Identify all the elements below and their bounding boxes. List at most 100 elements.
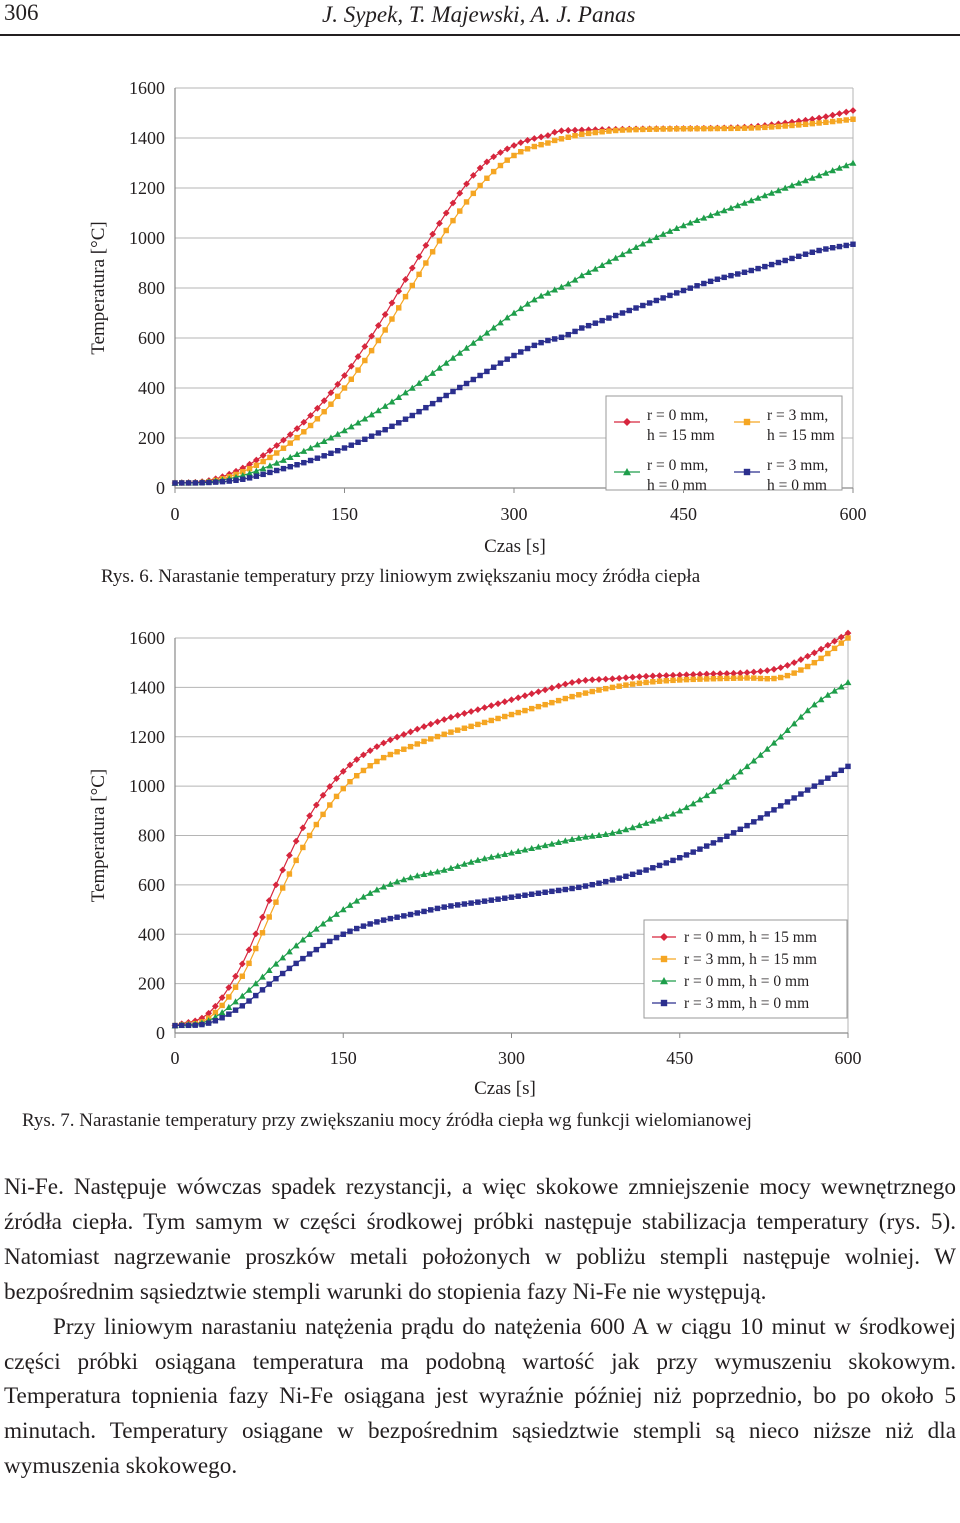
data-point [253,473,260,479]
data-point [487,702,495,710]
data-point [468,900,474,906]
data-point [368,433,375,439]
data-point [292,942,300,949]
data-point [474,706,482,713]
data-point [454,862,462,869]
data-point [415,253,423,261]
data-point [551,286,559,293]
data-point [494,700,502,708]
data-point [750,757,758,764]
data-point [696,670,704,678]
data-point [623,682,629,688]
data-point [434,733,441,740]
data-point [367,763,373,769]
data-point [386,736,394,744]
data-point [535,890,542,896]
data-point [355,439,361,446]
data-point [723,670,731,677]
data-point [333,934,340,941]
data-point [427,869,435,876]
data-point [293,857,299,864]
data-point [693,216,701,224]
data-point [402,293,409,300]
data-point [320,437,328,445]
data-point [179,1022,185,1029]
data-point [754,194,762,201]
data-point [804,663,811,670]
data-point [429,230,437,238]
data-point [260,471,266,478]
data-point [646,237,653,244]
data-point [636,680,643,686]
data-point [575,677,583,685]
data-point [836,243,843,250]
data-point [353,756,361,763]
data-point [495,715,501,722]
data-point [463,180,470,188]
data-point [811,659,818,666]
data-point [599,317,605,324]
data-point [757,675,764,682]
data-point [368,332,376,340]
data-point [393,733,401,741]
data-point [710,840,717,846]
data-point [626,127,632,133]
data-point [490,324,498,331]
data-point [572,328,578,335]
data-point [373,886,381,893]
data-point [267,469,273,476]
data-point [797,656,805,663]
data-point [649,817,657,824]
legend-label: h = 0 mm [647,477,707,494]
data-point [497,360,504,366]
data-point [476,334,484,341]
data-point [408,264,416,272]
data-point [259,973,266,980]
legend-label: h = 0 mm [767,477,827,494]
data-point [347,362,355,370]
data-point [238,992,246,999]
data-point [775,259,782,266]
data-point [286,431,294,438]
data-point [781,184,789,191]
data-point [514,847,522,855]
data-point [252,467,260,474]
data-point [656,678,663,684]
series-2 [171,159,857,486]
data-point [280,436,287,444]
data-point [784,799,791,805]
data-point [831,687,838,694]
data-point [782,257,788,264]
legend-label: r = 3 mm, h = 15 mm [684,951,817,968]
legend-item: r = 0 mm, h = 15 mm [614,407,715,444]
data-point [456,189,464,197]
data-point [253,992,259,999]
data-point [689,671,697,678]
data-point [481,898,488,904]
data-point [669,671,677,679]
data-point [680,287,687,294]
data-point [643,867,649,873]
data-point [266,462,274,469]
data-point [420,870,428,877]
y-tick-label: 0 [156,478,165,498]
data-point [703,792,711,799]
data-point [307,422,314,429]
data-point [436,238,443,244]
data-point [609,675,616,683]
data-point [219,478,226,485]
data-point [548,840,556,847]
data-point [240,476,246,482]
data-point [798,791,804,797]
data-point [790,720,798,727]
data-point [457,384,463,391]
data-point [757,815,764,821]
data-point [219,1015,225,1021]
legend-box [605,395,843,491]
data-point [469,172,477,179]
data-point [306,832,313,839]
data-point [252,980,260,987]
data-point [522,707,528,714]
data-point [354,419,362,426]
data-point [662,672,670,679]
